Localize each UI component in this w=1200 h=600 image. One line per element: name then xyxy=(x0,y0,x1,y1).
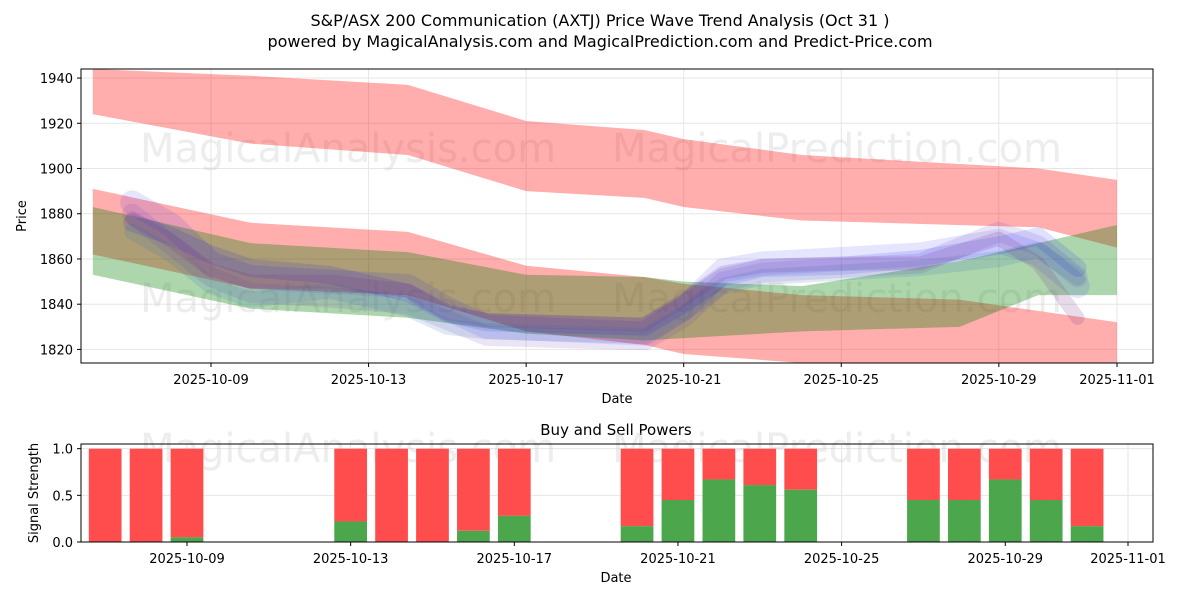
price-x-axis-label: Date xyxy=(601,392,632,407)
sell-bar xyxy=(497,448,531,516)
price-y-ticks: 1820 1840 1860 1880 1900 1920 1940 xyxy=(40,72,81,358)
buy-sell-title: Buy and Sell Powers xyxy=(540,421,692,439)
price-x-tick-label: 2025-10-09 xyxy=(173,373,249,388)
watermark-prediction-top: MagicalPrediction.com xyxy=(612,126,1062,172)
sell-bar xyxy=(1070,448,1104,527)
buy-bar xyxy=(702,479,736,542)
watermark-analysis-top: MagicalAnalysis.com xyxy=(140,126,556,172)
signal-x-axis-label: Date xyxy=(600,571,631,586)
sell-bar xyxy=(988,448,1022,480)
signal-y-tick-label: 0.5 xyxy=(52,489,73,504)
sell-bar xyxy=(457,448,490,531)
signal-x-tick-label: 2025-11-01 xyxy=(1090,552,1166,567)
price-x-tick-label: 2025-11-01 xyxy=(1079,373,1155,388)
price-watermarks: MagicalAnalysis.com MagicalPrediction.co… xyxy=(140,126,1062,322)
price-x-tick-label: 2025-10-25 xyxy=(803,373,879,388)
signal-x-tick-label: 2025-10-09 xyxy=(149,552,225,567)
buy-bar xyxy=(907,500,940,542)
sell-bar xyxy=(170,448,204,538)
buy-bar xyxy=(457,530,490,542)
sell-bar xyxy=(334,448,368,522)
price-wave-2 xyxy=(122,203,1088,351)
sell-bar xyxy=(743,448,777,486)
price-grid xyxy=(81,69,1153,363)
price-wave-3 xyxy=(123,213,1087,336)
signal-y-axis-label: Signal Strength xyxy=(27,443,42,543)
buy-bar xyxy=(784,489,818,542)
signal-y-ticks: 0.0 0.5 1.0 xyxy=(52,443,81,551)
signal-y-tick-label: 0.0 xyxy=(52,536,73,551)
sell-bar xyxy=(416,448,449,542)
buy-bar xyxy=(334,521,368,542)
sell-bar xyxy=(947,448,981,500)
price-wave-4 xyxy=(124,223,1086,344)
price-wave-1 xyxy=(120,190,1090,346)
signal-x-tick-label: 2025-10-13 xyxy=(313,552,389,567)
sell-bar xyxy=(1029,448,1063,500)
sell-bar xyxy=(375,448,408,542)
price-x-tick-label: 2025-10-21 xyxy=(646,373,722,388)
price-bands xyxy=(92,69,1118,363)
sell-bar xyxy=(907,448,940,500)
price-wave-panel: MagicalAnalysis.com MagicalPrediction.co… xyxy=(15,68,1155,407)
watermark-prediction-mid: MagicalPrediction.com xyxy=(612,276,1062,322)
signal-x-ticks: 2025-10-09 2025-10-13 2025-10-17 2025-10-21… xyxy=(149,542,1166,567)
price-x-tick-label: 2025-10-29 xyxy=(961,373,1037,388)
sell-bar xyxy=(88,448,122,542)
figure-title-line1: S&P/ASX 200 Communication (AXTJ) Price W… xyxy=(310,11,889,30)
signal-x-tick-label: 2025-10-21 xyxy=(640,552,716,567)
buy-bar xyxy=(170,537,204,542)
price-band-red-lower xyxy=(92,188,1118,363)
buy-bar xyxy=(497,515,531,542)
signal-y-tick-label: 1.0 xyxy=(52,443,73,458)
signal-axes-frame xyxy=(80,443,1154,543)
price-x-tick-label: 2025-10-13 xyxy=(331,373,407,388)
buy-bar xyxy=(1029,500,1063,542)
buy-bar xyxy=(743,485,777,542)
signal-bars xyxy=(88,448,1104,542)
sell-bar xyxy=(661,448,695,500)
buy-bar xyxy=(947,500,981,542)
price-y-tick-label: 1940 xyxy=(40,72,73,87)
price-waves xyxy=(120,190,1090,351)
watermark-analysis-mid: MagicalAnalysis.com xyxy=(140,276,556,322)
sell-bar xyxy=(702,448,736,480)
sell-bar xyxy=(129,448,163,542)
buy-sell-panel: Buy and Sell Powers MagicalAnalysis.com … xyxy=(27,421,1166,586)
buy-bar xyxy=(988,479,1022,542)
sell-bar xyxy=(784,448,818,490)
price-wave-5 xyxy=(125,211,1085,332)
price-x-ticks: 2025-10-09 2025-10-13 2025-10-17 2025-10-21… xyxy=(173,363,1155,388)
price-x-tick-label: 2025-10-17 xyxy=(488,373,564,388)
price-y-tick-label: 1920 xyxy=(40,117,73,132)
price-y-axis-label: Price xyxy=(15,200,30,232)
buy-bar xyxy=(661,500,695,542)
signal-x-tick-label: 2025-10-29 xyxy=(967,552,1043,567)
price-y-tick-label: 1880 xyxy=(40,208,73,223)
sell-bar xyxy=(620,448,654,527)
price-axes-frame xyxy=(80,68,1154,364)
price-y-tick-label: 1820 xyxy=(40,343,73,358)
price-band-green xyxy=(92,206,1118,341)
signal-x-tick-label: 2025-10-25 xyxy=(804,552,880,567)
price-y-tick-label: 1900 xyxy=(40,163,73,178)
signal-x-tick-label: 2025-10-17 xyxy=(477,552,553,567)
price-y-tick-label: 1860 xyxy=(40,253,73,268)
buy-bar xyxy=(620,526,654,542)
figure-title-line2: powered by MagicalAnalysis.com and Magic… xyxy=(267,32,932,51)
price-band-red-upper xyxy=(92,69,1118,248)
price-y-tick-label: 1840 xyxy=(40,298,73,313)
buy-bar xyxy=(1070,526,1104,542)
